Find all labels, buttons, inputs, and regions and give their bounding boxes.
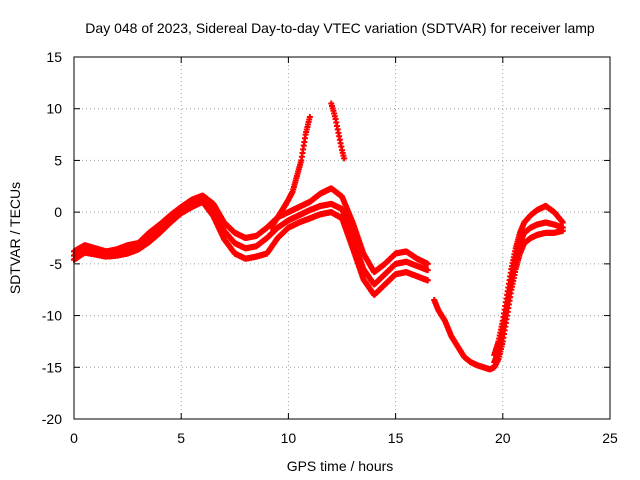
series-track-c xyxy=(71,198,431,298)
y-tick-labels: -20 -15 -10 -5 0 5 10 15 xyxy=(42,49,62,427)
tick-marks xyxy=(73,56,611,420)
y-axis-label: SDTVAR / TECUs xyxy=(7,182,23,294)
x-tick-label: 0 xyxy=(70,430,78,446)
x-tick-label: 15 xyxy=(388,430,404,446)
y-tick-label: 10 xyxy=(46,101,62,117)
data-point xyxy=(341,155,348,162)
data-point xyxy=(424,277,431,284)
data-marks xyxy=(71,100,566,373)
plot-frame xyxy=(73,56,611,420)
series-afternoon-spike-2 xyxy=(328,100,348,162)
data-point xyxy=(424,260,431,267)
data-point xyxy=(424,267,431,274)
x-axis-label: GPS time / hours xyxy=(287,458,394,474)
series-night-recovery-2 xyxy=(491,219,566,366)
x-tick-label: 25 xyxy=(602,430,618,446)
chart-title: Day 048 of 2023, Sidereal Day-to-day VTE… xyxy=(85,20,595,36)
data-point xyxy=(559,227,566,234)
x-tick-label: 20 xyxy=(495,430,511,446)
x-tick-labels: 0 5 10 15 20 25 xyxy=(70,430,618,446)
series-night-recovery-3 xyxy=(491,227,566,371)
x-tick-label: 10 xyxy=(281,430,297,446)
y-tick-label: 0 xyxy=(54,204,62,220)
data-point xyxy=(306,113,313,120)
y-tick-label: -15 xyxy=(42,359,62,375)
y-tick-label: -10 xyxy=(42,308,62,324)
y-tick-label: 5 xyxy=(54,152,62,168)
x-tick-label: 5 xyxy=(177,430,185,446)
y-tick-label: -5 xyxy=(50,256,63,272)
y-tick-label: 15 xyxy=(46,49,62,65)
y-tick-label: -20 xyxy=(42,411,62,427)
series-afternoon-spike-1 xyxy=(268,113,313,231)
